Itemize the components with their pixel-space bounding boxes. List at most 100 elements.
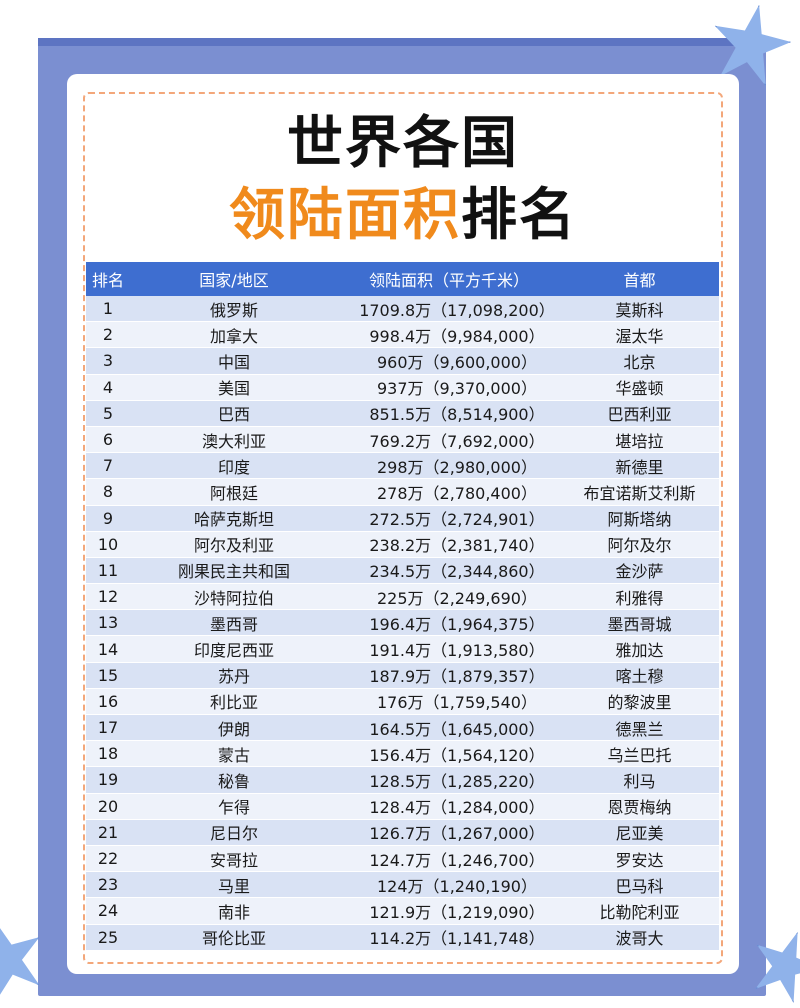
cell-rank: 20 — [86, 793, 130, 820]
title-highlight: 领陆面积 — [229, 183, 461, 248]
cell-rank: 9 — [86, 505, 130, 532]
cell-country: 乍得 — [130, 793, 338, 820]
cell-area: 164.5万（1,645,000） — [338, 714, 560, 742]
cell-rank: 10 — [86, 531, 130, 558]
cell-country: 印度尼西亚 — [130, 635, 338, 663]
cell-area: 769.2万（7,692,000） — [338, 426, 560, 454]
cell-capital: 莫斯科 — [560, 296, 719, 323]
cell-rank: 6 — [86, 426, 130, 454]
cell-country: 美国 — [130, 374, 338, 401]
table-row: 8 阿根廷 278万（2,780,400） 布宜诺斯艾利斯 — [86, 478, 719, 506]
cell-area: 272.5万（2,724,901） — [338, 505, 560, 532]
header-area: 领陆面积（平方千米） — [338, 262, 560, 296]
cell-country: 中国 — [130, 347, 338, 375]
cell-country: 马里 — [130, 871, 338, 899]
table-row: 15 苏丹 187.9万（1,879,357） 喀土穆 — [86, 662, 719, 689]
cell-rank: 11 — [86, 557, 130, 585]
cell-area: 960万（9,600,000） — [338, 347, 560, 375]
cell-rank: 15 — [86, 662, 130, 689]
cell-rank: 13 — [86, 609, 130, 637]
cell-area: 126.7万（1,267,000） — [338, 819, 560, 846]
cell-country: 蒙古 — [130, 740, 338, 768]
cell-rank: 25 — [86, 924, 130, 951]
cell-capital: 巴马科 — [560, 871, 719, 899]
cell-rank: 3 — [86, 347, 130, 375]
header-country: 国家/地区 — [130, 262, 338, 296]
table-row: 13 墨西哥 196.4万（1,964,375） 墨西哥城 — [86, 609, 719, 637]
dashed-border — [83, 92, 723, 964]
cell-rank: 12 — [86, 583, 130, 611]
cell-capital: 雅加达 — [560, 635, 719, 663]
cell-country: 俄罗斯 — [130, 296, 338, 323]
cell-country: 阿尔及利亚 — [130, 531, 338, 558]
page-title-line1: 世界各国 — [287, 111, 519, 176]
cell-capital: 渥太华 — [560, 321, 719, 349]
cell-capital: 布宜诺斯艾利斯 — [560, 478, 719, 506]
cell-capital: 的黎波里 — [560, 688, 719, 716]
table-row: 25 哥伦比亚 114.2万（1,141,748） 波哥大 — [86, 924, 719, 951]
cell-capital: 比勒陀利亚 — [560, 897, 719, 925]
table-row: 22 安哥拉 124.7万（1,246,700） 罗安达 — [86, 845, 719, 873]
cell-country: 苏丹 — [130, 662, 338, 689]
cell-area: 937万（9,370,000） — [338, 374, 560, 401]
cell-rank: 19 — [86, 766, 130, 794]
cell-capital: 新德里 — [560, 452, 719, 480]
cell-area: 238.2万（2,381,740） — [338, 531, 560, 558]
cell-country: 伊朗 — [130, 714, 338, 742]
cell-area: 128.5万（1,285,220） — [338, 766, 560, 794]
cell-country: 加拿大 — [130, 321, 338, 349]
cell-capital: 乌兰巴托 — [560, 740, 719, 768]
cell-rank: 2 — [86, 321, 130, 349]
table-row: 12 沙特阿拉伯 225万（2,249,690） 利雅得 — [86, 583, 719, 611]
table-row: 21 尼日尔 126.7万（1,267,000） 尼亚美 — [86, 819, 719, 846]
cell-area: 114.2万（1,141,748） — [338, 924, 560, 951]
cell-rank: 8 — [86, 478, 130, 506]
cell-capital: 尼亚美 — [560, 819, 719, 846]
cell-country: 墨西哥 — [130, 609, 338, 637]
cell-capital: 北京 — [560, 347, 719, 375]
cell-capital: 恩贾梅纳 — [560, 793, 719, 820]
cell-country: 秘鲁 — [130, 766, 338, 794]
cell-rank: 16 — [86, 688, 130, 716]
table-row: 24 南非 121.9万（1,219,090） 比勒陀利亚 — [86, 897, 719, 925]
cell-country: 利比亚 — [130, 688, 338, 716]
cell-area: 225万（2,249,690） — [338, 583, 560, 611]
page-title-line2: 领陆面积排名 — [67, 184, 739, 248]
header-capital: 首都 — [560, 262, 719, 296]
cell-capital: 阿斯塔纳 — [560, 505, 719, 532]
cell-country: 南非 — [130, 897, 338, 925]
table-header-row: 排名 国家/地区 领陆面积（平方千米） 首都 — [86, 262, 719, 296]
cell-capital: 喀土穆 — [560, 662, 719, 689]
cell-area: 121.9万（1,219,090） — [338, 897, 560, 925]
title-rest: 排名 — [461, 183, 577, 248]
table-row: 4 美国 937万（9,370,000） 华盛顿 — [86, 374, 719, 401]
table-row: 23 马里 124万（1,240,190） 巴马科 — [86, 871, 719, 899]
header-rank: 排名 — [86, 262, 130, 296]
cell-area: 998.4万（9,984,000） — [338, 321, 560, 349]
cell-country: 安哥拉 — [130, 845, 338, 873]
cell-area: 128.4万（1,284,000） — [338, 793, 560, 820]
cell-area: 851.5万（8,514,900） — [338, 400, 560, 427]
cell-rank: 14 — [86, 635, 130, 663]
cell-area: 1709.8万（17,098,200） — [338, 296, 560, 323]
cell-capital: 华盛顿 — [560, 374, 719, 401]
table-row: 11 刚果民主共和国 234.5万（2,344,860） 金沙萨 — [86, 557, 719, 585]
cell-rank: 23 — [86, 871, 130, 899]
table-row: 1 俄罗斯 1709.8万（17,098,200） 莫斯科 — [86, 296, 719, 323]
cell-rank: 5 — [86, 400, 130, 427]
table-row: 18 蒙古 156.4万（1,564,120） 乌兰巴托 — [86, 740, 719, 768]
cell-capital: 波哥大 — [560, 924, 719, 951]
table-row: 20 乍得 128.4万（1,284,000） 恩贾梅纳 — [86, 793, 719, 820]
frame-top-strip — [38, 38, 766, 46]
cell-area: 278万（2,780,400） — [338, 478, 560, 506]
cell-country: 哥伦比亚 — [130, 924, 338, 951]
table-row: 5 巴西 851.5万（8,514,900） 巴西利亚 — [86, 400, 719, 427]
cell-rank: 22 — [86, 845, 130, 873]
table-row: 7 印度 298万（2,980,000） 新德里 — [86, 452, 719, 480]
cell-country: 印度 — [130, 452, 338, 480]
cell-rank: 24 — [86, 897, 130, 925]
table-row: 2 加拿大 998.4万（9,984,000） 渥太华 — [86, 321, 719, 349]
cell-rank: 21 — [86, 819, 130, 846]
table-row: 6 澳大利亚 769.2万（7,692,000） 堪培拉 — [86, 426, 719, 454]
cell-capital: 利雅得 — [560, 583, 719, 611]
